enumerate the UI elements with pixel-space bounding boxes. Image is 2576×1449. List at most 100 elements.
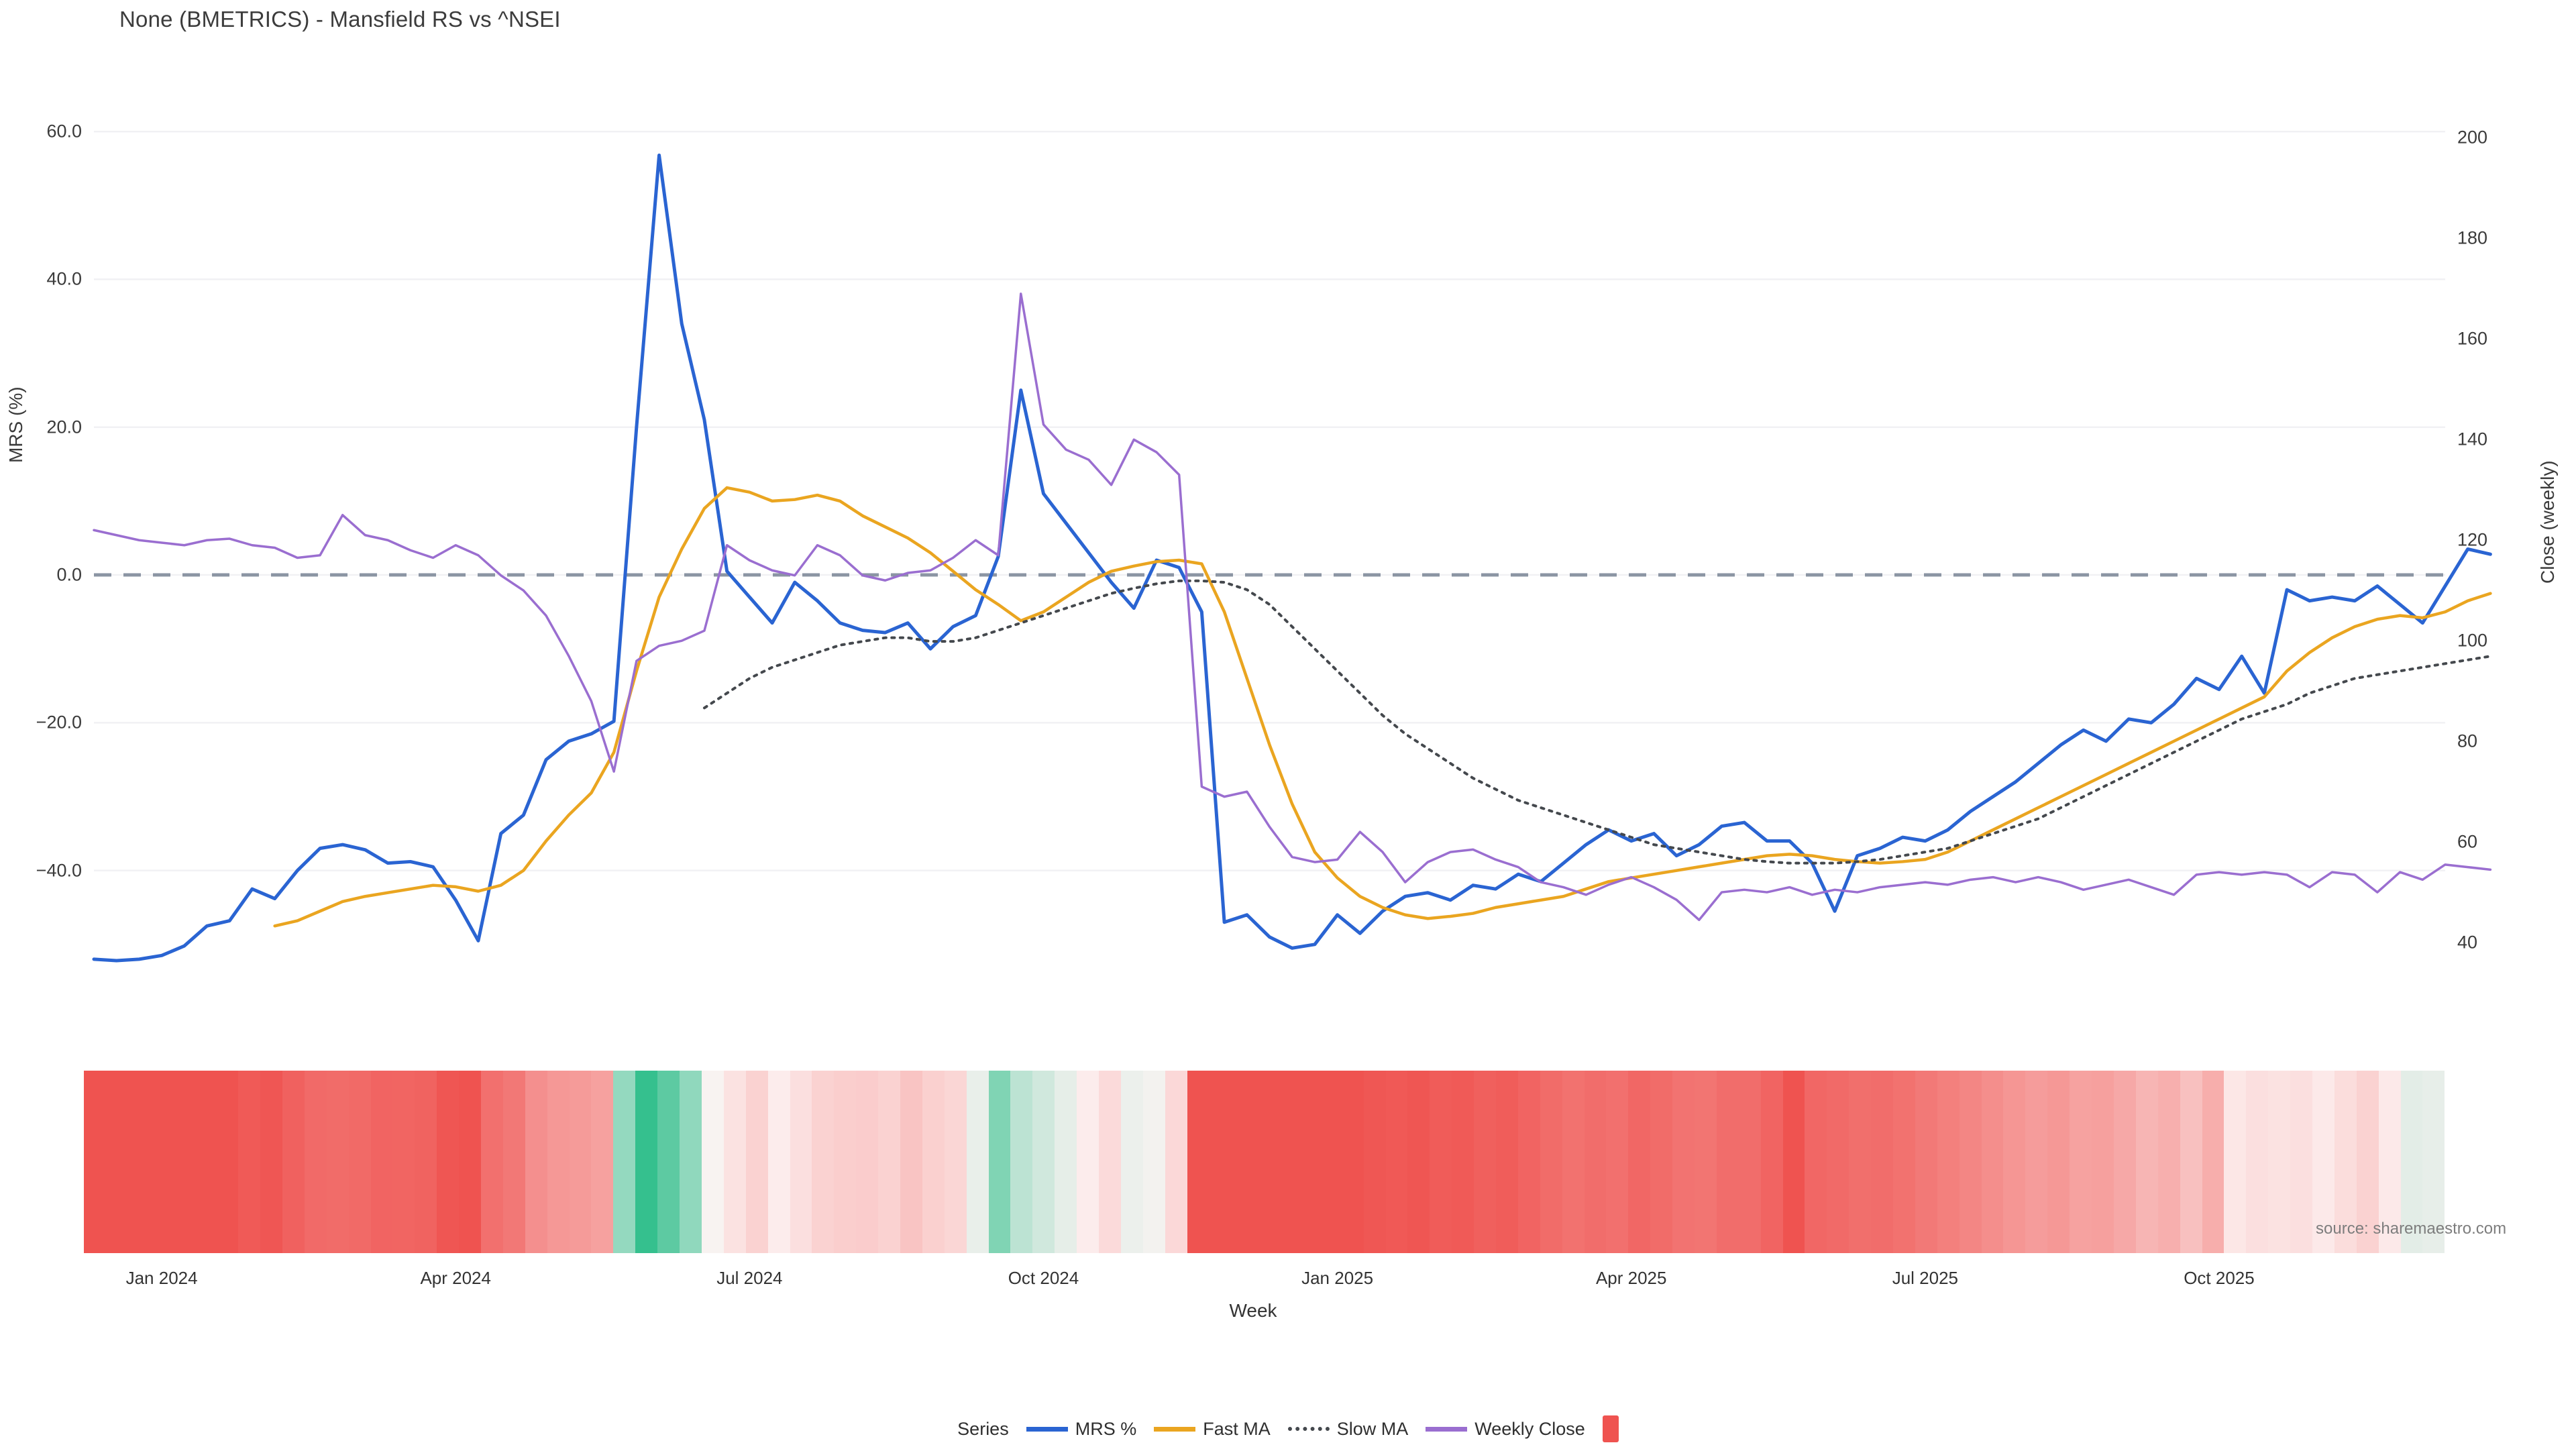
heatmap-cell	[1010, 1071, 1033, 1253]
heatmap-cell	[1893, 1071, 1915, 1253]
x-axis-tick-label: Jul 2024	[716, 1268, 783, 1288]
heatmap-cell	[194, 1071, 217, 1253]
chart-legend: Series MRS % Fast MA Slow MA Weekly Close	[0, 1415, 2576, 1442]
heatmap-cell	[1032, 1071, 1055, 1253]
heatmap-cell	[172, 1071, 195, 1253]
heatmap-cell	[216, 1071, 239, 1253]
heatmap-cell	[834, 1071, 857, 1253]
legend-swatch-color-box	[1602, 1415, 1619, 1442]
heatmap-cell	[238, 1071, 261, 1253]
heatmap-cell	[1540, 1071, 1562, 1253]
x-axis-tick-label: Apr 2025	[1595, 1268, 1667, 1288]
x-axis-tick-label: Jan 2024	[125, 1268, 198, 1288]
y-axis-right-tick-label: 200	[2457, 127, 2488, 148]
heatmap-cell	[2356, 1071, 2379, 1253]
y-axis-right-tick-label: 180	[2457, 227, 2488, 248]
heatmap-cell	[2224, 1071, 2247, 1253]
y-axis-right-tick-label: 80	[2457, 731, 2478, 751]
heatmap-cell	[591, 1071, 614, 1253]
heatmap-cell	[2025, 1071, 2048, 1253]
heatmap-cell	[127, 1071, 150, 1253]
heatmap-cell	[1738, 1071, 1761, 1253]
x-axis-tick-label: Jul 2025	[1892, 1268, 1958, 1288]
y-axis-right-tick-label: 120	[2457, 529, 2488, 550]
legend-item-label: Weekly Close	[1474, 1418, 1585, 1439]
heatmap-cell	[1782, 1071, 1805, 1253]
legend-swatch-solid-line	[1026, 1426, 1068, 1432]
heatmap-cell	[481, 1071, 503, 1253]
heatmap-cell	[657, 1071, 680, 1253]
heatmap-cell	[282, 1071, 305, 1253]
legend-fast-ma[interactable]: Fast MA	[1154, 1419, 1271, 1440]
heatmap-cell	[1584, 1071, 1607, 1253]
heatmap-cell	[1805, 1071, 1827, 1253]
x-axis-tick-label: Apr 2024	[420, 1268, 491, 1288]
legend-weekly-close[interactable]: Weekly Close	[1426, 1419, 1585, 1440]
heatmap-cell	[1363, 1071, 1386, 1253]
legend-slow-ma[interactable]: Slow MA	[1287, 1418, 1409, 1440]
legend-heatmap-swatch[interactable]	[1602, 1415, 1619, 1442]
heatmap-cell	[812, 1071, 835, 1253]
heatmap-cell	[988, 1071, 1011, 1253]
heatmap-cell	[1430, 1071, 1452, 1253]
page-title: None (BMETRICS) - Mansfield RS vs ^NSEI	[119, 7, 561, 32]
heatmap-cell	[701, 1071, 724, 1253]
heatmap-cell	[502, 1071, 525, 1253]
heatmap-cell	[459, 1071, 482, 1253]
heatmap-cell	[1849, 1071, 1872, 1253]
heatmap-cell	[767, 1071, 790, 1253]
source-attribution: source: sharemaestro.com	[2316, 1220, 2507, 1238]
heatmap-cell	[150, 1071, 172, 1253]
heatmap-cell	[2047, 1071, 2070, 1253]
heatmap-cell	[856, 1071, 879, 1253]
heatmap-cell	[1142, 1071, 1165, 1253]
heatmap-cell	[1077, 1071, 1099, 1253]
y-axis-right-tick-label: 140	[2457, 429, 2488, 449]
heatmap-cell	[2400, 1071, 2423, 1253]
series-line-fast-ma	[273, 486, 2492, 928]
y-axis-right-title: Close (weekly)	[2537, 460, 2558, 584]
heatmap-cell	[878, 1071, 900, 1253]
heatmap-cell	[1937, 1071, 1960, 1253]
heatmap-cell	[569, 1071, 592, 1253]
heatmap-cell	[1341, 1071, 1364, 1253]
heatmap-cell	[2092, 1071, 2114, 1253]
heatmap-cell	[1981, 1071, 2004, 1253]
series-line-weekly-close	[93, 292, 2492, 922]
heatmap-cell	[1517, 1071, 1540, 1253]
x-axis-tick-label: Jan 2025	[1301, 1268, 1374, 1288]
heatmap-cell	[922, 1071, 945, 1253]
heatmap-cell	[415, 1071, 437, 1253]
heatmap-cell	[1275, 1071, 1297, 1253]
y-axis-left-tick-label: −40.0	[36, 860, 82, 881]
heatmap-cell	[1120, 1071, 1143, 1253]
heatmap-cell	[1209, 1071, 1232, 1253]
x-axis-tick-label: Oct 2025	[2184, 1268, 2255, 1288]
heatmap-cell	[260, 1071, 283, 1253]
series-line-mrs	[92, 153, 2492, 963]
heatmap-cell	[613, 1071, 636, 1253]
y-axis-left-tick-label: −20.0	[36, 712, 82, 733]
y-axis-left-title: MRS (%)	[5, 386, 26, 463]
heatmap-cell	[966, 1071, 989, 1253]
legend-mrs-pct[interactable]: MRS %	[1026, 1419, 1136, 1440]
heatmap-cell	[680, 1071, 702, 1253]
legend-item-label: Slow MA	[1336, 1418, 1409, 1439]
heatmap-cell	[1827, 1071, 1849, 1253]
heatmap-cell	[944, 1071, 967, 1253]
heatmap-cell	[2422, 1071, 2445, 1253]
heatmap-cell	[2268, 1071, 2291, 1253]
heatmap-cell	[348, 1071, 371, 1253]
plot-area	[92, 72, 2492, 1033]
heatmap-cell	[2334, 1071, 2357, 1253]
heatmap-cell	[1695, 1071, 1717, 1253]
heatmap-cell	[525, 1071, 547, 1253]
heatmap-cell	[1650, 1071, 1673, 1253]
legend-swatch-dotted-line	[1287, 1427, 1330, 1431]
heatmap-cell	[2135, 1071, 2158, 1253]
y-axis-left-tick-label: 0.0	[56, 564, 82, 585]
heatmap-cell	[1760, 1071, 1783, 1253]
legend-title: Series	[957, 1418, 1009, 1439]
heatmap-cell	[1231, 1071, 1254, 1253]
